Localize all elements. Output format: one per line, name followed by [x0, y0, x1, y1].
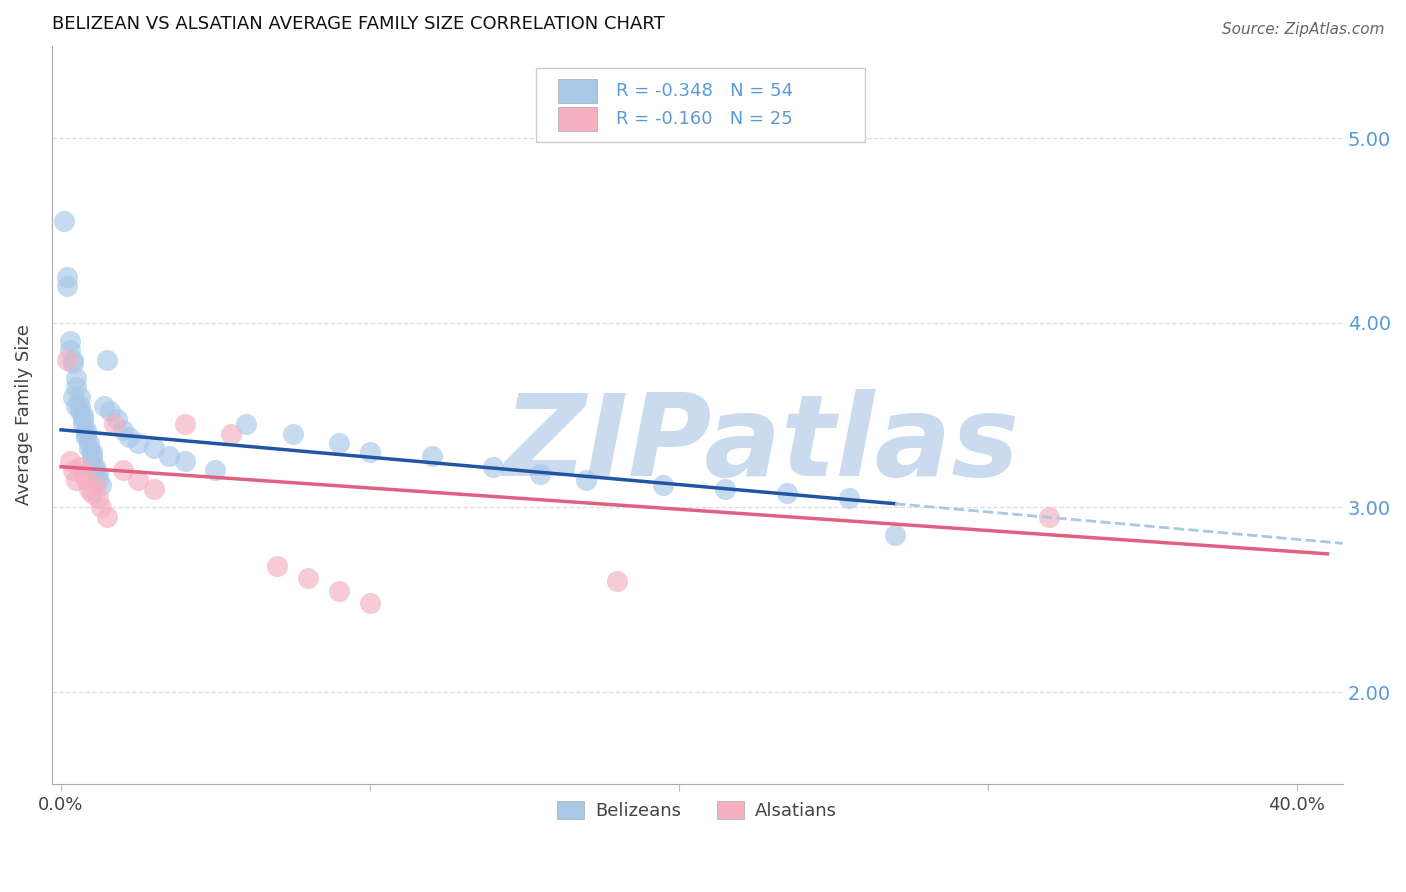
Point — [173, 417, 195, 432]
Y-axis label: Average Family Size: Average Family Size — [15, 325, 32, 506]
Point — [75, 473, 97, 487]
Point — [87, 473, 110, 487]
Text: BELIZEAN VS ALSATIAN AVERAGE FAMILY SIZE CORRELATION CHART: BELIZEAN VS ALSATIAN AVERAGE FAMILY SIZE… — [52, 15, 665, 33]
Point — [529, 467, 551, 482]
Point — [72, 467, 94, 482]
Point — [652, 478, 675, 492]
Point — [65, 380, 87, 394]
Point — [59, 334, 82, 348]
Point — [84, 459, 107, 474]
Point — [96, 509, 118, 524]
Point — [328, 435, 350, 450]
Point — [90, 500, 112, 515]
Point — [80, 445, 103, 459]
Point — [142, 442, 165, 456]
Point — [65, 473, 87, 487]
Point — [65, 399, 87, 413]
Point — [75, 423, 97, 437]
Point — [72, 417, 94, 432]
Legend: Belizeans, Alsatians: Belizeans, Alsatians — [550, 793, 845, 827]
Point — [93, 399, 115, 413]
Point — [69, 404, 91, 418]
Point — [56, 352, 79, 367]
Point — [75, 430, 97, 444]
Point — [235, 417, 257, 432]
Point — [72, 411, 94, 425]
Point — [173, 454, 195, 468]
FancyBboxPatch shape — [536, 68, 865, 142]
Point — [84, 463, 107, 477]
Point — [87, 467, 110, 482]
Point — [53, 214, 76, 228]
Point — [72, 408, 94, 422]
Point — [297, 571, 319, 585]
Point — [62, 356, 84, 370]
Point — [80, 454, 103, 468]
Point — [884, 528, 907, 542]
Text: ZIPatlas: ZIPatlas — [503, 389, 1019, 500]
Point — [281, 426, 304, 441]
Point — [328, 583, 350, 598]
Point — [575, 473, 598, 487]
Text: Source: ZipAtlas.com: Source: ZipAtlas.com — [1222, 22, 1385, 37]
Point — [127, 435, 149, 450]
Point — [56, 269, 79, 284]
Point — [69, 390, 91, 404]
Point — [103, 417, 125, 432]
Point — [77, 435, 100, 450]
FancyBboxPatch shape — [558, 107, 596, 130]
Point — [359, 596, 381, 610]
Point — [69, 459, 91, 474]
Point — [105, 411, 128, 425]
Point — [606, 574, 628, 589]
Point — [59, 343, 82, 358]
Point — [838, 491, 860, 505]
Point — [420, 449, 443, 463]
Point — [62, 463, 84, 477]
Point — [62, 390, 84, 404]
Point — [87, 491, 110, 505]
Point — [157, 449, 180, 463]
Point — [111, 463, 134, 477]
Point — [266, 559, 288, 574]
Point — [69, 399, 91, 413]
Point — [118, 430, 141, 444]
Point — [776, 485, 799, 500]
Point — [96, 352, 118, 367]
Point — [359, 445, 381, 459]
Point — [80, 449, 103, 463]
Point — [80, 485, 103, 500]
Point — [100, 404, 122, 418]
Point — [482, 459, 505, 474]
Point — [77, 482, 100, 496]
Point — [56, 278, 79, 293]
Point — [219, 426, 242, 441]
Text: R = -0.160   N = 25: R = -0.160 N = 25 — [616, 110, 793, 128]
Point — [65, 371, 87, 385]
Point — [142, 482, 165, 496]
FancyBboxPatch shape — [558, 78, 596, 103]
Point — [62, 352, 84, 367]
Point — [90, 478, 112, 492]
Point — [84, 478, 107, 492]
Point — [714, 482, 737, 496]
Point — [127, 473, 149, 487]
Point — [59, 454, 82, 468]
Point — [204, 463, 226, 477]
Point — [77, 442, 100, 456]
Text: R = -0.348   N = 54: R = -0.348 N = 54 — [616, 82, 793, 100]
Point — [1038, 509, 1060, 524]
Point — [111, 423, 134, 437]
Point — [75, 426, 97, 441]
